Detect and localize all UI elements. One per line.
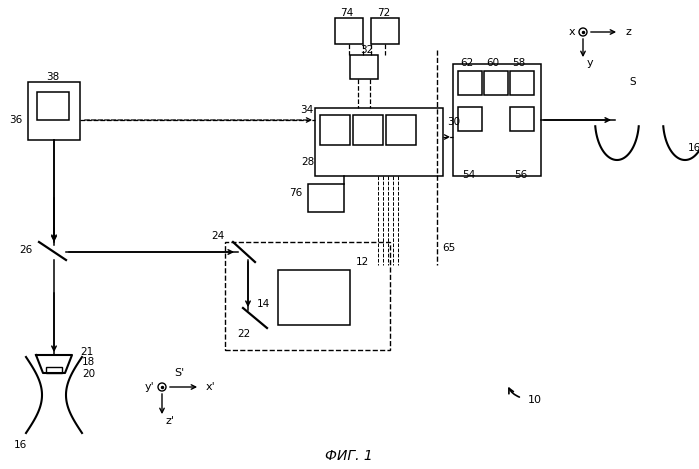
Text: 10: 10 (528, 395, 542, 405)
Text: y': y' (144, 382, 154, 392)
Text: S': S' (174, 368, 185, 378)
Text: 14: 14 (257, 299, 271, 309)
Bar (335, 18, 363, 44)
Text: 18: 18 (82, 357, 95, 367)
Text: 76: 76 (289, 188, 302, 198)
Text: ФИГ. 1: ФИГ. 1 (325, 449, 373, 463)
Bar (386, 115, 416, 145)
Bar (353, 115, 383, 145)
Text: 12: 12 (356, 257, 369, 267)
Bar (315, 108, 443, 176)
Text: S: S (630, 77, 636, 87)
Text: 16: 16 (14, 440, 27, 450)
Bar (458, 107, 482, 131)
Bar (225, 242, 390, 350)
Text: y: y (587, 58, 593, 68)
Text: 21: 21 (80, 347, 93, 357)
Bar (510, 107, 534, 131)
Text: z': z' (166, 416, 175, 426)
Text: 16: 16 (688, 143, 699, 153)
Text: 60: 60 (486, 58, 499, 68)
Text: 24: 24 (212, 231, 225, 241)
Bar (453, 64, 541, 176)
Text: 62: 62 (460, 58, 473, 68)
Text: 56: 56 (514, 170, 527, 180)
Text: 58: 58 (512, 58, 525, 68)
Bar (320, 115, 350, 145)
Text: 36: 36 (9, 115, 22, 125)
Bar (308, 184, 344, 212)
Text: 30: 30 (447, 117, 460, 127)
Text: 72: 72 (377, 8, 390, 18)
Text: 74: 74 (340, 8, 353, 18)
Text: z: z (625, 27, 631, 37)
Bar (458, 71, 482, 95)
Text: 26: 26 (19, 245, 32, 255)
Bar (278, 270, 350, 325)
Bar (510, 71, 534, 95)
Text: 65: 65 (442, 243, 455, 253)
Bar (350, 55, 378, 79)
Bar (484, 71, 508, 95)
Text: 22: 22 (237, 329, 250, 339)
Text: 28: 28 (301, 157, 314, 167)
Bar (37, 92, 69, 120)
Text: x: x (568, 27, 575, 37)
Text: 54: 54 (462, 170, 475, 180)
Text: 38: 38 (46, 72, 59, 82)
Text: x': x' (206, 382, 216, 392)
Text: 34: 34 (300, 105, 313, 115)
Text: 32: 32 (360, 45, 373, 55)
Text: 20: 20 (82, 369, 95, 379)
Bar (371, 18, 399, 44)
Bar (28, 82, 80, 140)
Bar (46, 367, 62, 373)
